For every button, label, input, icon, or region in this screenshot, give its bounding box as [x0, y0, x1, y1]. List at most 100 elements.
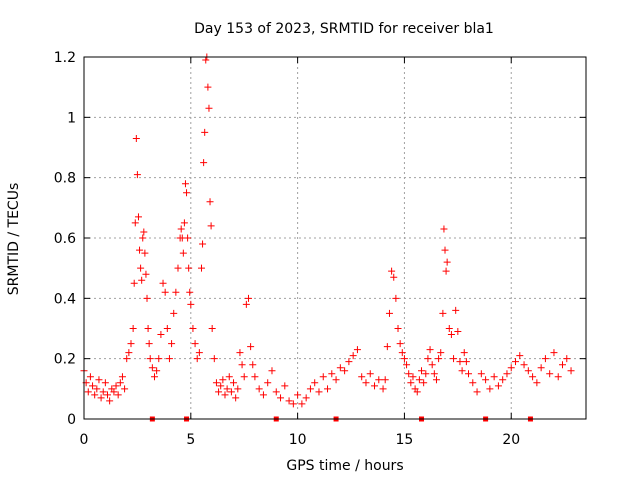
data-point: [118, 373, 126, 381]
data-point: [153, 367, 161, 375]
y-axis-label: SRMTID / TECUs: [6, 183, 22, 296]
y-tick-label: 0.4: [54, 291, 76, 307]
data-point: [179, 249, 187, 257]
data-point: [398, 349, 406, 357]
data-point: [207, 222, 215, 230]
data-point: [450, 355, 458, 363]
x-tick-label: 10: [289, 432, 307, 448]
data-point: [465, 370, 473, 378]
data-point: [345, 358, 353, 366]
data-point: [494, 382, 502, 390]
data-point: [428, 361, 436, 369]
data-point: [230, 379, 238, 387]
data-point: [432, 376, 440, 384]
data-point: [422, 370, 430, 378]
data-point: [208, 325, 216, 332]
data-point: [447, 331, 455, 339]
data-point: [202, 56, 210, 64]
data-point: [403, 361, 411, 369]
data-point: [439, 309, 447, 317]
data-point: [554, 373, 562, 381]
data-point: [249, 361, 257, 369]
data-point: [520, 361, 528, 369]
data-point: [324, 385, 332, 393]
grid-lines: [84, 57, 586, 419]
data-point: [247, 343, 255, 351]
data-point: [89, 382, 97, 390]
data-point: [426, 346, 434, 354]
data-point: [183, 189, 191, 197]
data-point: [328, 370, 336, 378]
data-point: [123, 355, 131, 363]
data-point: [172, 288, 180, 296]
data-point: [121, 385, 129, 393]
x-tick-label: 15: [396, 432, 414, 448]
plot-frame: [83, 56, 587, 420]
data-point: [133, 171, 141, 179]
data-point: [420, 379, 428, 387]
data-point: [145, 340, 153, 348]
data-point: [255, 385, 263, 393]
y-tick-label: 0.6: [54, 231, 76, 247]
data-point: [150, 373, 158, 381]
data-point: [186, 288, 194, 296]
data-point: [157, 331, 165, 339]
data-point: [168, 340, 176, 348]
data-point: [452, 306, 460, 314]
data-point: [462, 358, 470, 366]
y-tick-label: 1: [67, 110, 76, 126]
data-point: [110, 388, 118, 396]
data-point: [507, 364, 515, 372]
data-point: [116, 379, 124, 387]
data-point: [559, 361, 567, 369]
data-point: [132, 134, 140, 142]
data-point: [259, 391, 267, 399]
data-point: [533, 379, 541, 387]
y-tick-label: 0: [67, 412, 76, 428]
data-point: [148, 364, 156, 372]
data-point: [524, 367, 532, 375]
data-point: [458, 367, 466, 375]
data-point: [311, 379, 319, 387]
data-point: [215, 388, 223, 396]
data-point: [392, 294, 400, 302]
data-point: [424, 355, 432, 363]
data-point: [200, 159, 208, 167]
data-point: [546, 370, 554, 378]
x-axis-label: GPS time / hours: [286, 458, 403, 474]
data-point: [91, 391, 99, 399]
data-point: [227, 388, 235, 396]
data-point: [138, 276, 146, 284]
data-point: [298, 400, 306, 408]
data-point: [490, 373, 498, 381]
data-point: [185, 264, 193, 272]
data-points: [80, 53, 575, 422]
data-point: [223, 385, 231, 393]
data-point: [435, 355, 443, 363]
data-point: [225, 373, 233, 381]
data-point: [195, 349, 203, 357]
data-point: [442, 267, 450, 275]
data-point: [143, 294, 151, 302]
data-point: [129, 325, 137, 332]
data-point: [268, 367, 276, 375]
data-point: [396, 340, 404, 348]
data-point: [383, 343, 391, 351]
data-point: [503, 370, 511, 378]
data-point: [407, 379, 415, 387]
data-point: [131, 219, 139, 227]
data-point: [430, 370, 438, 378]
data-point: [161, 288, 169, 296]
x-tick-label: 5: [186, 432, 195, 448]
data-point: [306, 385, 314, 393]
data-point: [95, 376, 103, 384]
data-point: [512, 358, 520, 366]
data-point: [499, 376, 507, 384]
data-point: [189, 325, 197, 332]
data-point: [400, 355, 408, 363]
data-point: [332, 376, 340, 384]
data-point: [136, 246, 144, 254]
data-point: [221, 391, 229, 399]
data-point: [101, 379, 109, 387]
